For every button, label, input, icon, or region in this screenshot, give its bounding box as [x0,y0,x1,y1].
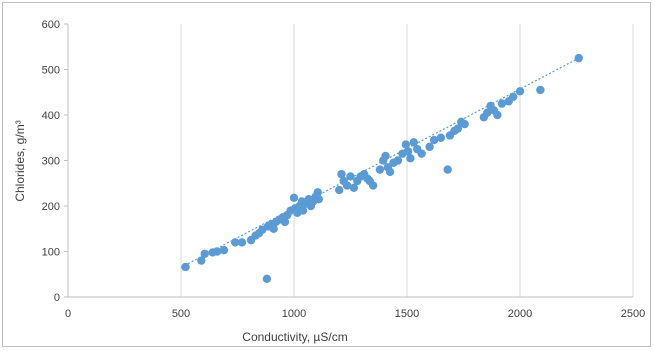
x-tick-labels: 0 500 1000 1500 2000 2500 [65,308,645,320]
data-points [181,53,583,283]
data-point [269,224,278,233]
data-point [425,142,434,152]
data-point [381,151,390,161]
data-point [515,87,525,96]
x-tick-label: 0 [65,308,71,320]
data-point [497,99,507,108]
data-point [237,238,247,247]
data-point [337,169,346,179]
x-tick-label: 2500 [621,308,645,320]
data-point [401,140,411,149]
y-tick-label: 400 [42,110,60,122]
y-tick-labels: 0 100 200 300 400 500 600 [42,19,60,304]
x-tick-label: 500 [172,308,190,320]
data-point [298,206,308,215]
data-point [368,181,378,190]
data-point [406,154,415,163]
data-point [429,135,439,145]
data-point [453,124,463,133]
data-point [483,108,492,117]
x-tick-label: 1500 [395,308,419,320]
x-tick-label: 2000 [508,308,532,320]
data-point [417,149,426,158]
data-point [280,217,290,227]
data-point [443,165,452,174]
data-point [289,193,299,203]
data-point [262,274,272,283]
data-point [436,133,446,142]
data-point [231,238,240,247]
data-point [181,262,190,272]
data-point [197,256,206,265]
data-point [509,92,518,102]
data-point [219,245,229,255]
y-tick-label: 300 [42,156,60,168]
data-point [200,249,209,258]
y-tick-label: 200 [42,201,60,213]
data-point [536,85,545,95]
axes [64,23,633,298]
data-point [460,119,469,129]
data-point [403,147,413,156]
data-point [349,183,359,192]
data-point [493,110,502,120]
data-point [409,138,418,147]
data-point [342,181,352,190]
y-tick-label: 0 [54,292,60,304]
scatter-chart: 0 500 1000 1500 2000 2500 0 100 200 300 400 500 600… [13,19,645,344]
data-point [375,165,385,174]
data-point [313,188,322,197]
y-tick-label: 500 [42,65,60,77]
y-tick-label: 100 [42,247,60,259]
data-point [385,167,395,177]
data-point [212,247,222,256]
chart-frame: 0 500 1000 1500 2000 2500 0 100 200 300 400 500 600… [2,2,651,347]
y-axis-title: Chlorides, g/m³ [13,120,27,201]
data-point [314,194,324,204]
x-axis-title: Conductivity, µS/cm [242,330,347,344]
data-point [393,156,403,165]
x-tick-label: 1000 [282,308,306,320]
data-point [574,53,583,63]
y-tick-label: 600 [42,19,60,31]
data-point [335,185,344,195]
data-point [346,172,355,181]
